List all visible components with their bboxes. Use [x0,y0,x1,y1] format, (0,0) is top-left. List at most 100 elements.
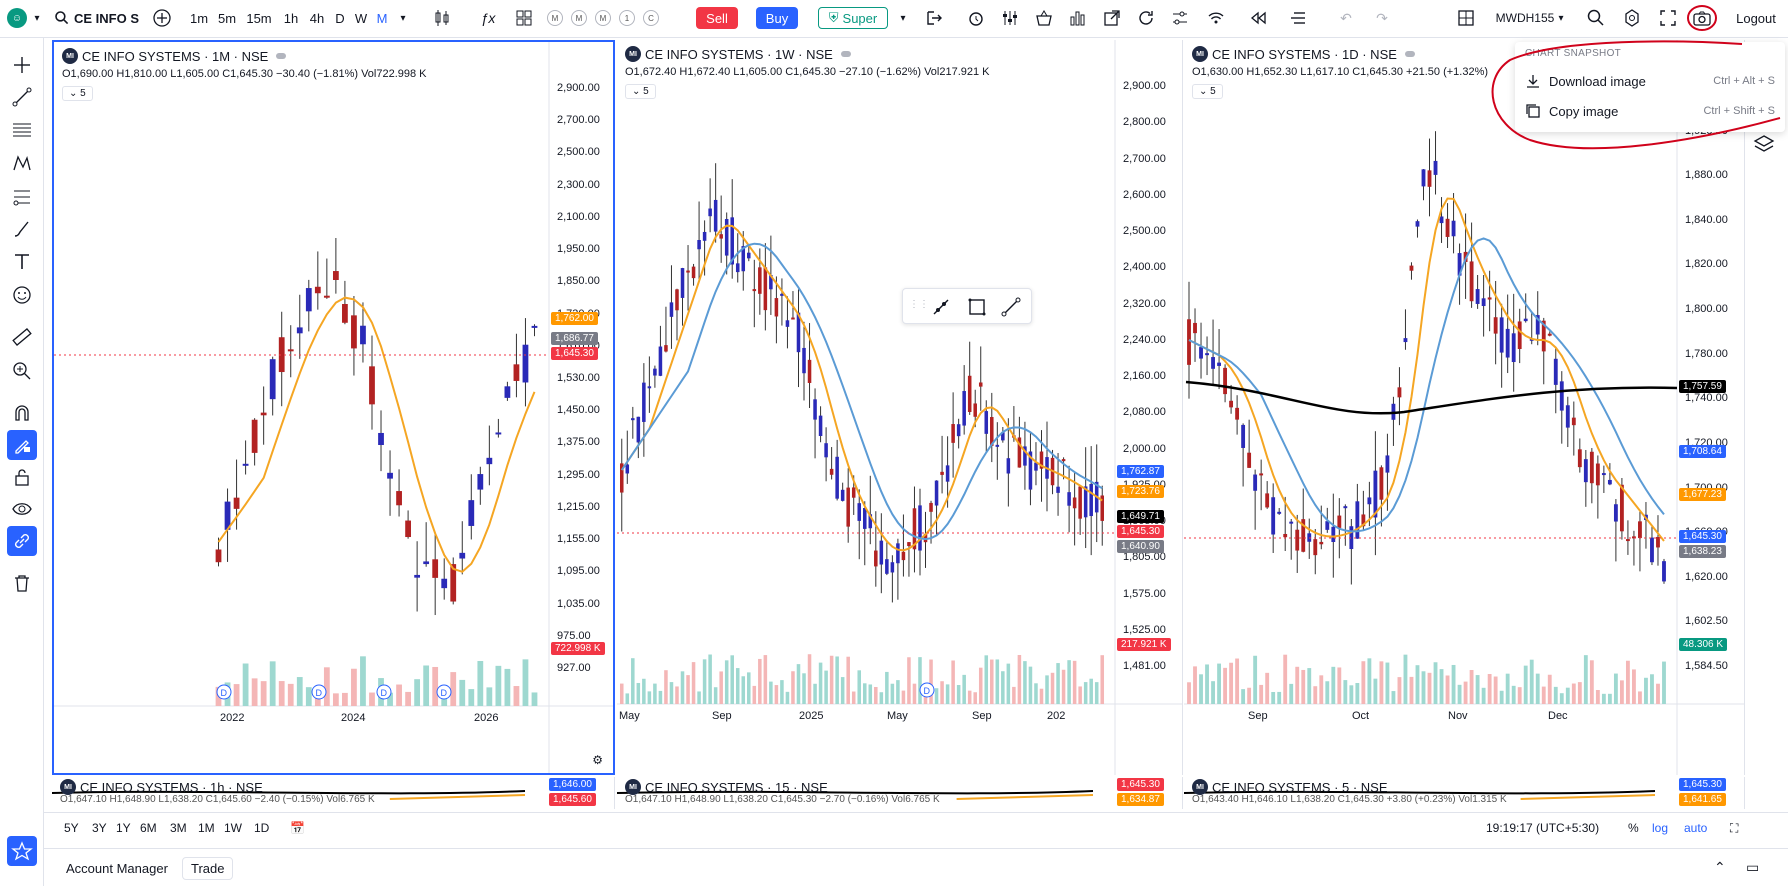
crosshair-icon[interactable] [7,50,37,80]
trend-line-tool-icon[interactable] [931,297,951,317]
buy-button[interactable]: Buy [756,7,798,29]
redo-icon[interactable]: ↷ [1376,9,1388,26]
calendar-range-icon[interactable]: 📅 [290,821,305,835]
range-3y[interactable]: 3Y [92,821,107,835]
trash-icon[interactable] [7,568,37,598]
maximize-panel-icon[interactable]: ▭ [1746,859,1760,875]
rectangle-tool-icon[interactable] [967,297,987,317]
dividend-marker[interactable] [216,684,232,700]
log-toggle[interactable]: log [1652,821,1669,835]
chevron-down-icon[interactable]: ▾ [400,12,406,24]
layout-name[interactable]: MWDH155 [1495,11,1555,25]
drag-handle-icon[interactable]: ⋮⋮ [909,299,929,310]
circle-icon-m1[interactable]: M [546,4,564,32]
dividend-marker[interactable] [919,682,935,698]
line-tool-icon[interactable] [1001,297,1021,317]
range-3m[interactable]: 3M [170,821,187,835]
mini-chart-1h[interactable]: MI CE INFO SYSTEMS · 1h · NSE O1,647.10 H… [52,777,615,809]
timeframe-4h[interactable]: 4h [309,10,325,26]
undo-icon[interactable]: ↶ [1340,9,1352,26]
tab-account-manager[interactable]: Account Manager [66,861,168,876]
eye-toggle-icon[interactable] [276,53,287,59]
dividend-marker[interactable] [376,684,392,700]
dividend-marker[interactable] [436,684,452,700]
templates-icon[interactable] [512,4,536,32]
chart-pane-daily[interactable]: MI CE INFO SYSTEMS · 1D · NSE O1,630.00 … [1184,40,1745,775]
settings-sliders-icon[interactable] [1168,4,1192,32]
chart-pane-weekly[interactable]: D MI CE INFO SYSTEMS · 1W · NSE O1,672.4… [617,40,1183,775]
basket-icon[interactable] [1032,4,1056,32]
text-icon[interactable] [7,246,37,276]
replay-icon[interactable] [1246,4,1270,32]
timeframe-d[interactable]: D [335,10,345,26]
indicator-collapse-badge[interactable]: ⌄ 5 [62,86,93,101]
indicators-icon[interactable]: ƒx [480,10,496,26]
fib-icon[interactable] [7,182,37,212]
tab-trade[interactable]: Trade [182,857,234,880]
layers-icon[interactable] [1752,132,1780,160]
copy-image-item[interactable]: Copy image Ctrl + Shift + S [1525,98,1775,124]
gear-icon[interactable] [1620,4,1644,32]
logout-button[interactable]: Logout [1736,10,1776,26]
sliders-icon[interactable] [998,4,1022,32]
account-icon[interactable]: ☺ [6,4,28,32]
exit-icon[interactable] [922,4,946,32]
mini-chart-5[interactable]: MI CE INFO SYSTEMS · 5 · NSE O1,643.40 H1… [1184,777,1745,809]
timeframe-m[interactable]: M [376,10,388,26]
layout-grid-icon[interactable] [1454,4,1478,32]
ruler-icon[interactable] [7,322,37,352]
camera-icon[interactable] [1690,4,1714,32]
collapse-icon[interactable]: ⌃ [1714,859,1726,875]
emoji-icon[interactable] [7,280,37,310]
link-icon[interactable] [7,526,37,556]
broadcast-icon[interactable] [1204,4,1228,32]
circle-icon-m2[interactable]: M [570,4,588,32]
dividend-marker[interactable] [311,684,327,700]
range-1d[interactable]: 1D [254,821,270,835]
lock-drawings-icon[interactable] [7,430,37,460]
range-1m[interactable]: 1M [198,821,215,835]
zoom-in-icon[interactable] [7,356,37,386]
candlestick-chart[interactable]: D [617,40,1183,775]
pattern-icon[interactable] [7,148,37,178]
refresh-icon[interactable] [1134,4,1158,32]
chart-pane-monthly[interactable]: D D D D MI CE INFO SYSTEMS · 1M · NSE O1,69… [52,40,615,775]
range-5y[interactable]: 5Y [64,821,79,835]
timeframe-15m[interactable]: 15m [246,10,272,26]
auto-toggle[interactable]: auto [1684,821,1708,835]
timeframe-w[interactable]: W [354,10,368,26]
chevron-down-icon[interactable]: ▾ [900,12,906,24]
settings-gear-icon[interactable]: ⚙ [592,753,603,767]
lock-icon[interactable] [7,462,37,492]
eye-toggle-icon[interactable] [1404,51,1415,57]
timeframe-1m[interactable]: 1m [189,10,209,26]
range-6m[interactable]: 6M [140,821,157,835]
candles-icon[interactable] [430,4,454,32]
chevron-down-icon[interactable]: ▾ [34,12,40,24]
timeframe-5m[interactable]: 5m [217,10,237,26]
brush-icon[interactable] [7,214,37,244]
circle-icon-1[interactable]: 1 [618,4,636,32]
alert-clock-icon[interactable] [964,4,988,32]
indicator-collapse-badge[interactable]: ⌄ 5 [1192,84,1223,99]
download-image-item[interactable]: Download image Ctrl + Alt + S [1525,68,1775,94]
super-button[interactable]: ⛨ Super [818,7,888,29]
trend-line-icon[interactable] [7,82,37,112]
indicator-collapse-badge[interactable]: ⌄ 5 [625,84,656,99]
timeframe-1h[interactable]: 1h [283,10,299,26]
candlestick-chart[interactable] [1184,40,1745,775]
percent-toggle[interactable]: % [1628,821,1639,835]
symbol-search[interactable]: CE INFO S [54,4,144,32]
magnet-icon[interactable] [7,398,37,428]
quick-search-icon[interactable] [1584,4,1608,32]
range-1w[interactable]: 1W [224,821,242,835]
circle-icon-c[interactable]: C [642,4,660,32]
range-1y[interactable]: 1Y [116,821,131,835]
maximize-icon[interactable]: ⛶ [1730,821,1739,835]
chevron-down-icon[interactable]: ▾ [1558,12,1564,24]
horizontal-lines-icon[interactable] [7,114,37,144]
menu-lines-icon[interactable] [1286,4,1310,32]
eye-toggle-icon[interactable] [840,51,851,57]
clock-time[interactable]: 19:19:17 (UTC+5:30) [1486,821,1600,835]
